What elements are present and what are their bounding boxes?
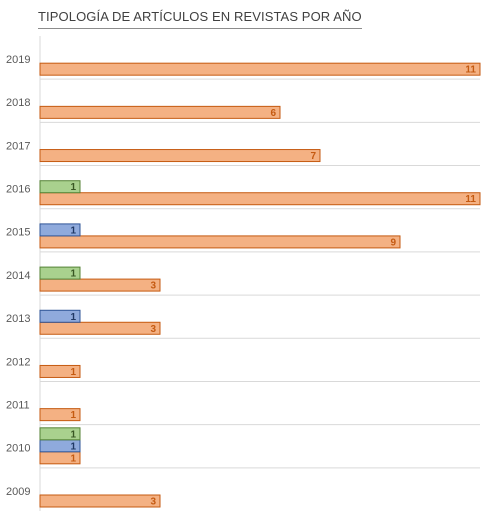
category-label: 2016 xyxy=(6,184,30,196)
data-label: 1 xyxy=(70,225,76,236)
bar-series-1-2009 xyxy=(39,494,161,508)
data-label: 1 xyxy=(70,410,76,421)
category-label: 2019 xyxy=(6,54,30,66)
data-label: 1 xyxy=(70,269,76,280)
bar-series-1-2015 xyxy=(39,235,401,249)
bar-series-1-2013 xyxy=(39,321,161,335)
category-label: 2015 xyxy=(6,227,30,239)
bar-series-1-2012 xyxy=(39,364,81,378)
data-label: 1 xyxy=(70,441,76,452)
bar-series-3-2010 xyxy=(39,427,81,441)
data-label: 3 xyxy=(150,324,156,335)
data-label: 7 xyxy=(310,151,316,162)
data-label: 9 xyxy=(390,237,396,248)
bar-series-2-2015 xyxy=(39,223,81,237)
category-label: 2018 xyxy=(6,97,30,109)
data-label: 1 xyxy=(70,429,76,440)
data-label: 3 xyxy=(150,281,156,292)
data-label: 11 xyxy=(465,194,476,205)
data-label: 6 xyxy=(270,108,276,119)
bar-series-1-2016 xyxy=(39,192,481,206)
category-label: 2014 xyxy=(6,270,30,282)
category-label: 2012 xyxy=(6,356,30,368)
category-label: 2011 xyxy=(6,399,30,411)
data-label: 11 xyxy=(465,65,476,76)
category-label: 2010 xyxy=(6,443,30,455)
bar-series-1-2019 xyxy=(39,62,481,76)
data-label: 1 xyxy=(70,453,76,464)
data-label: 1 xyxy=(70,367,76,378)
bar-series-1-2014 xyxy=(39,278,161,292)
bar-series-3-2016 xyxy=(39,180,81,194)
data-label: 1 xyxy=(70,312,76,323)
bar-series-3-2014 xyxy=(39,266,81,280)
chart-title: TIPOLOGÍA DE ARTÍCULOS EN REVISTAS POR A… xyxy=(38,9,362,29)
bar-series-1-2011 xyxy=(39,408,81,422)
category-label: 2013 xyxy=(6,313,30,325)
category-label: 2009 xyxy=(6,486,30,498)
bar-series-2-2013 xyxy=(39,309,81,323)
bar-series-1-2017 xyxy=(39,149,321,163)
data-label: 1 xyxy=(70,182,76,193)
data-label: 3 xyxy=(150,497,156,508)
bar-series-1-2018 xyxy=(39,105,281,119)
category-label: 2017 xyxy=(6,140,30,152)
